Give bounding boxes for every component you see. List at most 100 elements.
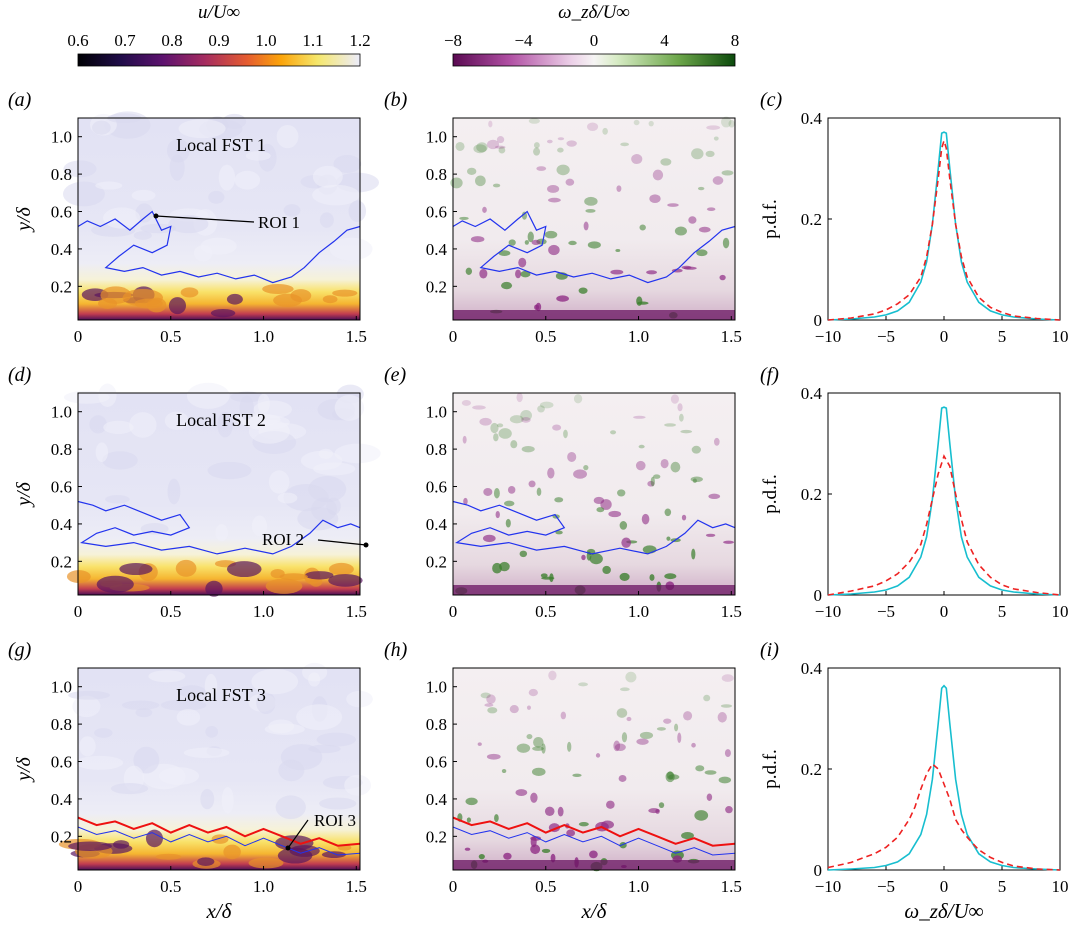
field-patch xyxy=(66,570,91,583)
field-patch xyxy=(321,851,347,858)
field-patch xyxy=(168,297,186,315)
x-tick-label: 1.5 xyxy=(346,877,367,896)
x-tick-label: 10 xyxy=(1052,602,1069,621)
roi-label: ROI 1 xyxy=(258,213,300,232)
vortex-patch xyxy=(549,573,554,583)
field-patch xyxy=(72,695,101,718)
field-patch xyxy=(133,231,152,240)
y-axis-label: y/δ xyxy=(13,206,35,232)
field-patch xyxy=(166,138,190,163)
vortex-patch xyxy=(589,850,598,859)
field-patch xyxy=(319,212,334,228)
vortex-patch xyxy=(567,451,577,462)
vortex-patch xyxy=(530,836,542,841)
vortex-patch xyxy=(713,136,719,141)
x-tick-label: 1.5 xyxy=(346,602,367,621)
panel-letter: (i) xyxy=(760,639,779,661)
field-patch xyxy=(98,383,117,407)
vortex-patch xyxy=(521,446,535,453)
field-patch xyxy=(205,580,223,597)
roi-arrow xyxy=(317,539,367,546)
vortex-patch xyxy=(482,206,487,213)
panel-letter: (h) xyxy=(384,639,408,661)
vortex-patch xyxy=(602,565,611,575)
field-patch xyxy=(180,287,199,298)
x-tick-label: 0 xyxy=(449,327,458,346)
vortex-patch xyxy=(472,405,486,410)
vortex-patch xyxy=(515,269,522,279)
vortex-patch xyxy=(642,545,657,554)
field-patch xyxy=(95,181,123,190)
vortex-patch xyxy=(633,119,640,126)
field-patch xyxy=(121,700,160,710)
field-patch xyxy=(312,165,343,188)
field-patch xyxy=(110,783,149,795)
field-patch xyxy=(68,690,110,700)
vortex-patch xyxy=(708,493,721,500)
x-tick-label: 0 xyxy=(940,327,949,346)
vortex-patch xyxy=(596,507,605,513)
field-patch xyxy=(283,483,329,512)
vortex-patch xyxy=(670,461,681,473)
field-patch xyxy=(113,840,130,849)
vortex-patch xyxy=(619,687,630,692)
field-patch xyxy=(75,755,124,770)
vortex-patch xyxy=(534,304,540,311)
vortex-patch xyxy=(635,460,646,471)
x-tick-label: 0.5 xyxy=(535,327,556,346)
vortex-patch xyxy=(595,753,601,758)
y-tick-label: 0.4 xyxy=(801,659,823,678)
vorticity-field-panel: (h) 0 0.5 1.0 1.5 0.2 0.4 0.6 0.8 1.0 xyxy=(384,639,742,896)
vortex-patch xyxy=(625,671,637,683)
local-fst-label: Local FST 3 xyxy=(176,685,266,705)
vortex-patch xyxy=(527,231,534,243)
velocity-field-texture xyxy=(63,382,381,597)
field-patch xyxy=(103,420,134,434)
vortex-patch xyxy=(530,844,541,855)
vortex-patch xyxy=(667,203,679,207)
pdf-series-solid xyxy=(827,131,1061,321)
vortex-patch xyxy=(490,422,499,434)
pdf-axes-frame xyxy=(827,392,1061,596)
vortex-patch xyxy=(479,268,488,279)
y-tick-label: 0.8 xyxy=(426,440,447,459)
y-tick-label: 1.0 xyxy=(51,128,72,147)
y-tick-label: 0.8 xyxy=(426,715,447,734)
y-tick-label: 0.6 xyxy=(51,753,72,772)
x-tick-label: 0 xyxy=(74,877,83,896)
roi-arrow-head xyxy=(153,213,159,219)
roi-arrow-head xyxy=(285,845,291,851)
x-tick-label: 1.5 xyxy=(721,327,742,346)
vortex-patch xyxy=(728,120,735,128)
field-patch xyxy=(79,736,96,757)
field-patch xyxy=(89,415,107,434)
velocity-field-frame xyxy=(77,117,361,321)
x-tick-label: 1.0 xyxy=(253,602,274,621)
vortex-patch xyxy=(470,236,485,243)
interface-contour-inner xyxy=(452,826,736,856)
vortex-patch xyxy=(664,423,677,427)
field-patch xyxy=(218,164,236,191)
vorticity-field-texture xyxy=(450,116,735,319)
vortex-patch xyxy=(621,537,632,548)
x-tick-label: −5 xyxy=(877,327,895,346)
vortex-patch xyxy=(515,789,528,797)
vorticity-wall-band xyxy=(453,860,735,870)
vorticity-field-panel: (b) 0 0.5 1.0 1.5 0.2 0.4 0.6 0.8 1.0 xyxy=(384,89,742,346)
vortex-patch xyxy=(618,774,627,782)
vortex-patch xyxy=(679,413,684,422)
vortex-patch xyxy=(683,711,693,721)
vortex-patch xyxy=(494,145,506,149)
vortex-patch xyxy=(621,732,628,743)
vortex-patch xyxy=(578,682,588,687)
interface-contour xyxy=(77,210,361,284)
vortex-patch xyxy=(712,176,724,185)
vortex-patch xyxy=(717,712,727,723)
pdf-series-solid xyxy=(827,684,1061,871)
vortex-patch xyxy=(704,770,717,775)
vortex-patch xyxy=(548,670,557,681)
velocity-field-panel: (d) Local FST 2 ROI 2 0 0.5 1.0 1.5 0.2 0.4 0.6 0.… xyxy=(8,364,381,621)
field-patch xyxy=(273,293,303,307)
vortex-patch xyxy=(697,186,705,191)
vortex-patch xyxy=(463,497,468,505)
